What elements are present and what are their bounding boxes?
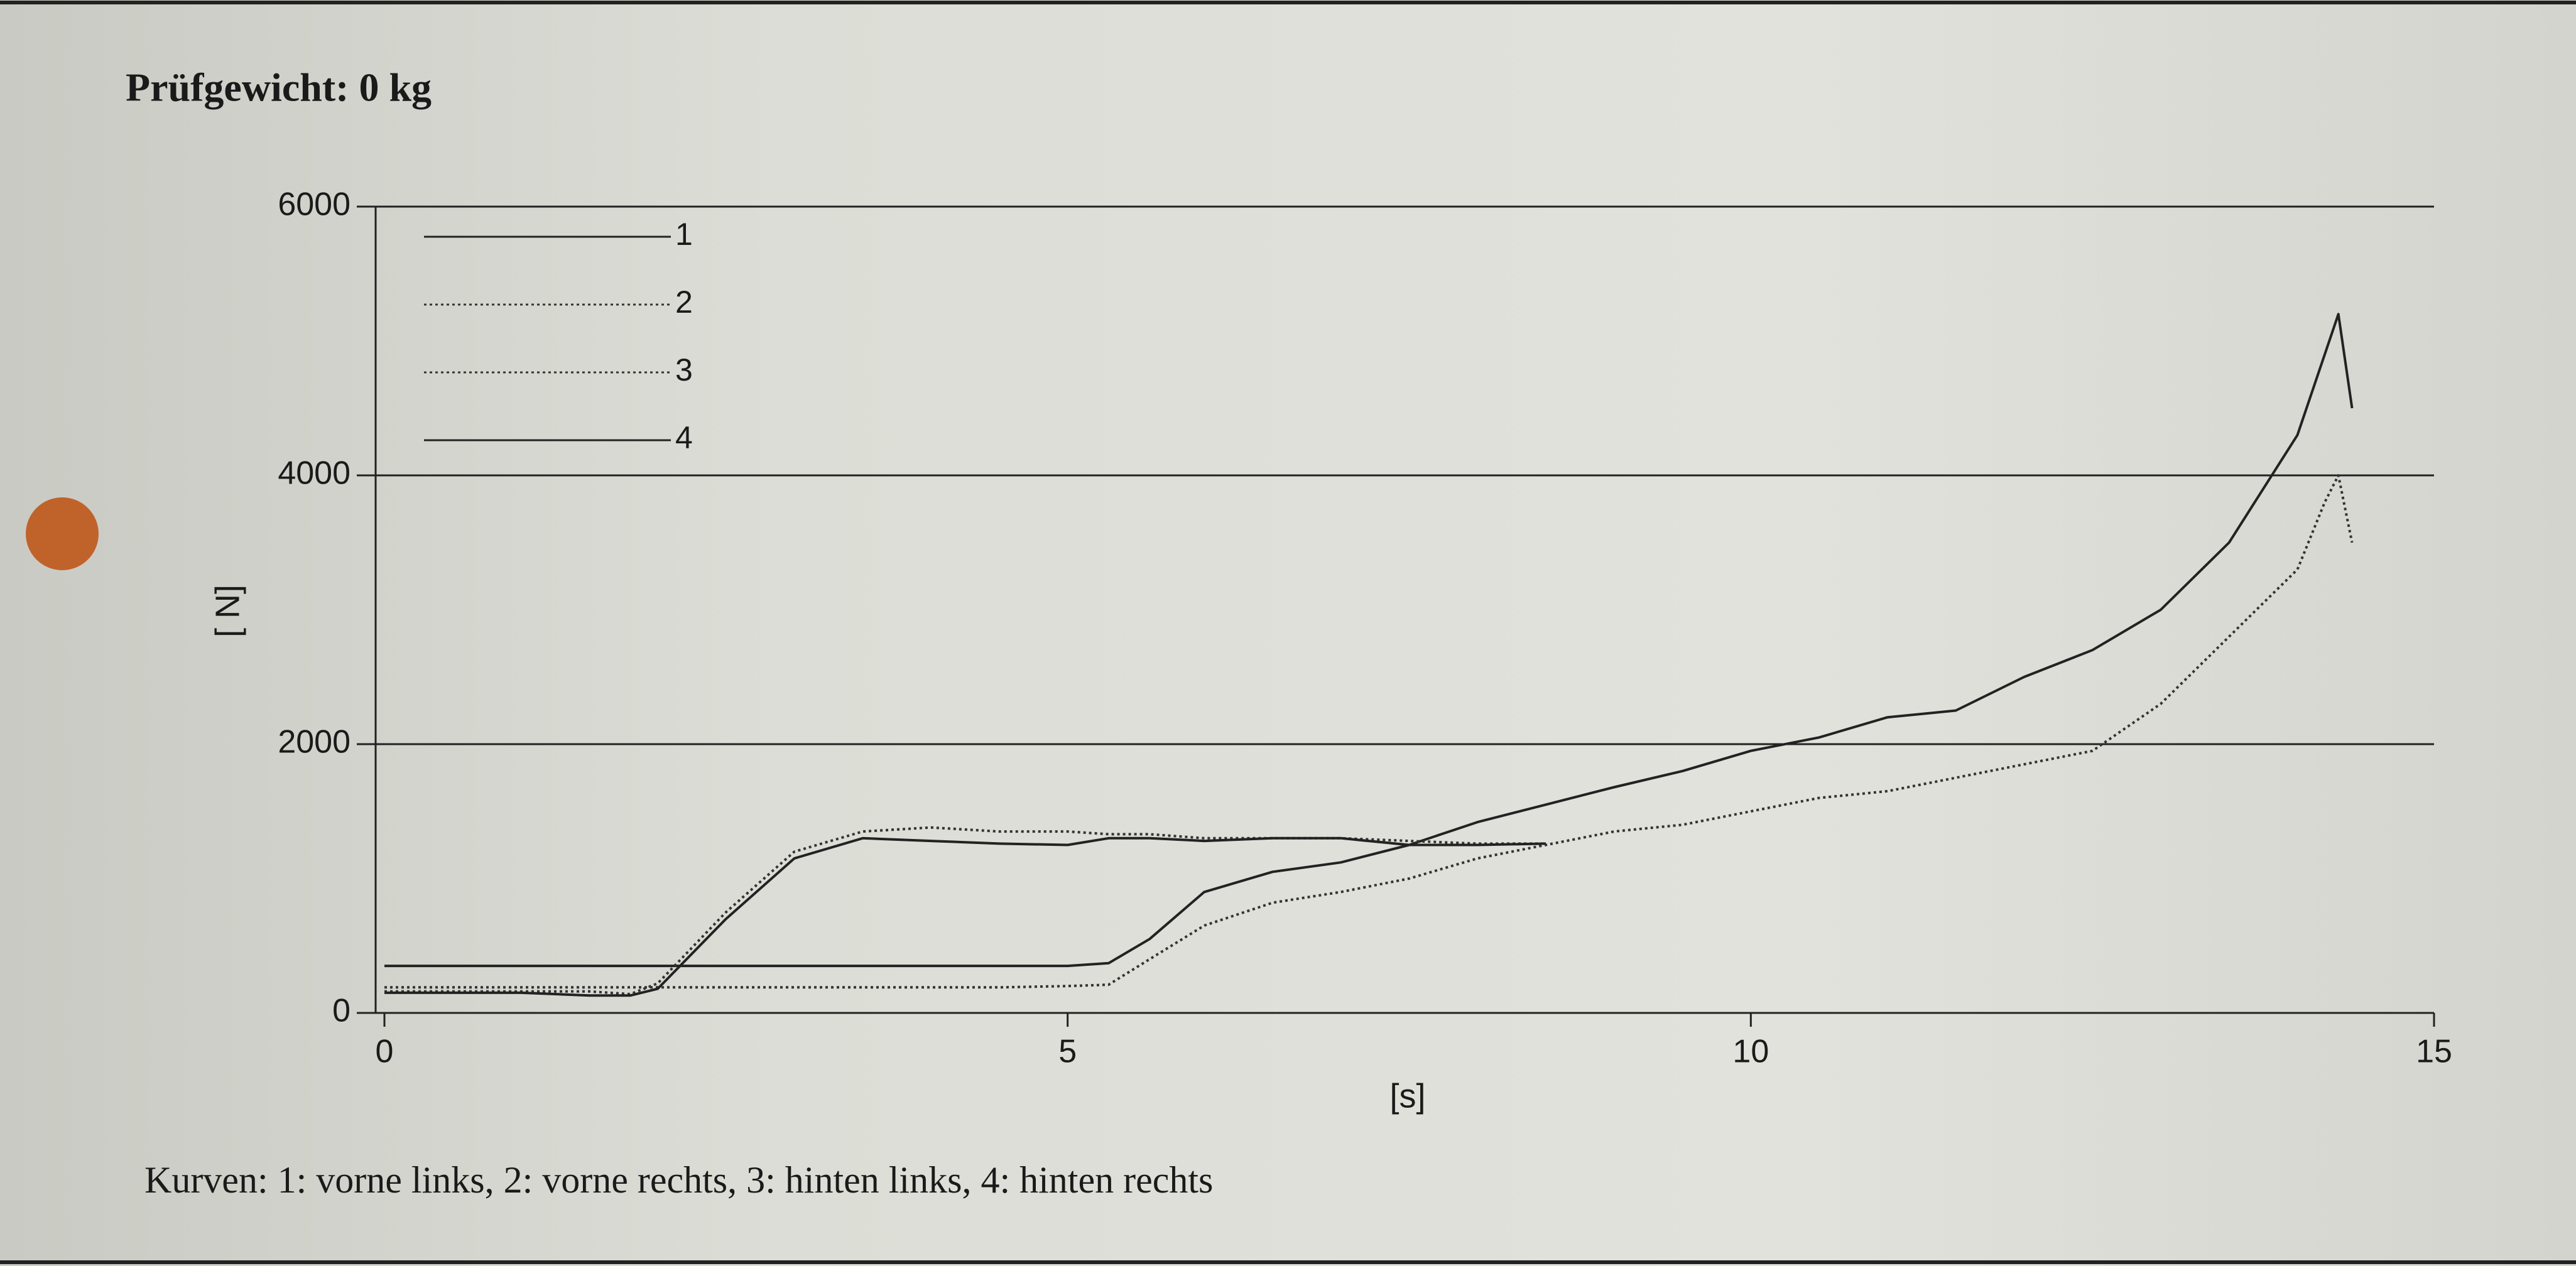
legend-label: 2 (675, 284, 693, 320)
legend-label: 1 (675, 217, 693, 252)
x-axis-label: [s] (1389, 1077, 1425, 1115)
x-tick-label: 0 (376, 1034, 394, 1070)
legend-label: 4 (675, 420, 693, 455)
x-tick-label: 15 (2416, 1034, 2452, 1070)
series-line (384, 836, 1546, 997)
x-tick-label: 10 (1732, 1034, 1769, 1070)
y-tick-label: 2000 (278, 724, 351, 760)
x-tick-label: 5 (1058, 1034, 1077, 1070)
footnote: Kurven: 1: vorne links, 2: vorne rechts,… (144, 1159, 1213, 1201)
series-line (384, 313, 2354, 968)
y-tick-label: 0 (332, 993, 351, 1029)
y-tick-label: 6000 (278, 187, 351, 223)
y-tick-label: 4000 (278, 455, 351, 492)
legend-label: 3 (675, 352, 693, 387)
punch-hole (26, 497, 99, 570)
y-axis-label: [ N] (209, 585, 246, 637)
chart-title: Prüfgewicht: 0 kg (126, 65, 432, 110)
series-line (384, 474, 2354, 989)
series-line (384, 826, 1546, 995)
